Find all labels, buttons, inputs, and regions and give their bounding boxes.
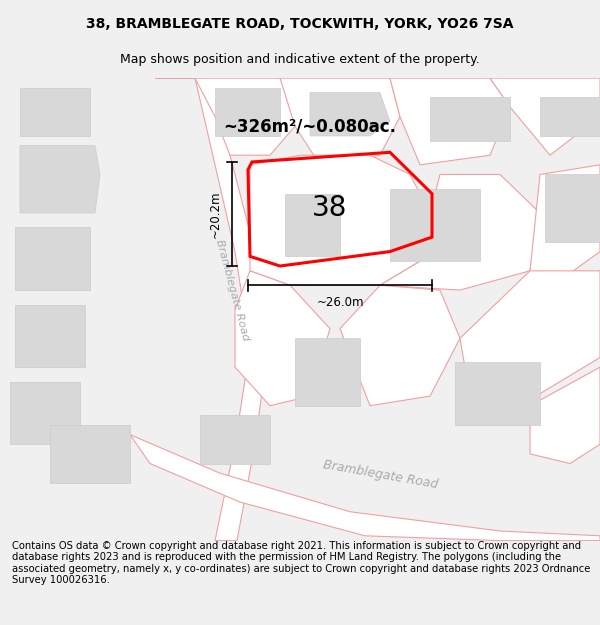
Text: ~26.0m: ~26.0m	[316, 296, 364, 309]
Polygon shape	[280, 78, 400, 165]
Polygon shape	[215, 88, 280, 136]
Polygon shape	[390, 189, 480, 261]
Polygon shape	[545, 174, 600, 242]
Polygon shape	[460, 271, 600, 406]
Polygon shape	[250, 155, 430, 285]
Text: ~20.2m: ~20.2m	[209, 190, 222, 238]
Polygon shape	[530, 165, 600, 281]
Polygon shape	[285, 194, 340, 256]
Polygon shape	[15, 304, 85, 367]
Text: Map shows position and indicative extent of the property.: Map shows position and indicative extent…	[120, 53, 480, 66]
Polygon shape	[195, 78, 295, 155]
Text: Contains OS data © Crown copyright and database right 2021. This information is : Contains OS data © Crown copyright and d…	[12, 541, 590, 586]
Text: 38, BRAMBLEGATE ROAD, TOCKWITH, YORK, YO26 7SA: 38, BRAMBLEGATE ROAD, TOCKWITH, YORK, YO…	[86, 17, 514, 31]
Polygon shape	[430, 98, 510, 141]
Polygon shape	[20, 146, 100, 213]
Polygon shape	[10, 382, 80, 444]
Text: ~326m²/~0.080ac.: ~326m²/~0.080ac.	[223, 118, 397, 135]
Polygon shape	[530, 367, 600, 464]
Polygon shape	[130, 434, 600, 541]
Polygon shape	[490, 78, 600, 155]
Polygon shape	[155, 78, 268, 541]
Polygon shape	[390, 78, 510, 165]
Polygon shape	[15, 228, 90, 290]
Polygon shape	[455, 362, 540, 425]
Polygon shape	[20, 88, 90, 136]
Text: Bramblegate Road: Bramblegate Road	[322, 459, 439, 492]
Polygon shape	[380, 174, 540, 290]
Polygon shape	[310, 92, 390, 136]
Text: 38: 38	[313, 194, 347, 222]
Polygon shape	[200, 416, 270, 464]
Polygon shape	[340, 285, 460, 406]
Polygon shape	[295, 338, 360, 406]
Text: Bramblegate Road: Bramblegate Road	[214, 238, 250, 342]
Polygon shape	[540, 98, 600, 136]
Polygon shape	[235, 271, 330, 406]
Polygon shape	[50, 425, 130, 483]
